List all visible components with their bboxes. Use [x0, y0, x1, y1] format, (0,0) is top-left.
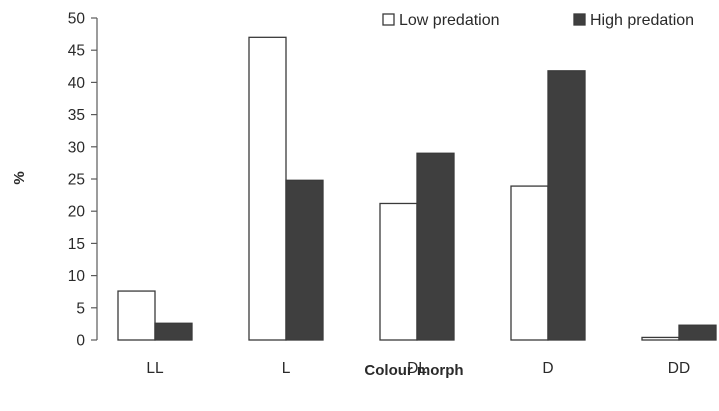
bar-low-predation-d	[510, 185, 549, 341]
legend-swatch-high-predation	[573, 13, 586, 26]
bar-low-predation-dl	[379, 202, 418, 341]
y-tick-label: 15	[68, 236, 85, 253]
y-tick-label: 10	[68, 268, 86, 285]
legend: Low predation High predation	[382, 12, 694, 29]
x-tick-label: DD	[668, 360, 690, 377]
y-tick-label: 25	[68, 172, 85, 189]
x-tick-label: L	[282, 360, 291, 377]
legend-label-high-predation: High predation	[590, 12, 694, 29]
y-tick-label: 0	[76, 333, 85, 350]
y-ticks-group: 0 5 10 15 20 25 30 35 40 45 50	[68, 11, 97, 350]
y-tick-label: 50	[68, 11, 86, 28]
bar-high-predation-ll	[154, 322, 193, 341]
x-tick-label: LL	[146, 360, 164, 377]
y-tick-label: 35	[68, 107, 85, 124]
x-ticks-group: LL L DL D DD	[146, 360, 690, 377]
bar-high-predation-l	[285, 179, 324, 341]
bar-high-predation-dd	[678, 324, 717, 341]
bar-low-predation-dd	[641, 336, 680, 341]
bars-group	[117, 36, 717, 341]
y-tick-label: 30	[68, 139, 86, 156]
y-tick-label: 5	[76, 300, 85, 317]
bar-high-predation-d	[547, 70, 586, 341]
y-tick-label: 20	[68, 204, 86, 221]
y-tick-label: 45	[68, 43, 85, 60]
legend-label-low-predation: Low predation	[399, 12, 500, 29]
y-tick-label: 40	[68, 75, 86, 92]
legend-swatch-low-predation	[382, 13, 395, 26]
x-axis-label: Colour morph	[364, 362, 463, 379]
y-axis-label: %	[11, 171, 28, 184]
bar-high-predation-dl	[416, 152, 455, 341]
x-tick-label: DL	[407, 360, 427, 377]
bar-low-predation-l	[248, 36, 287, 341]
x-tick-label: D	[542, 360, 553, 377]
bar-low-predation-ll	[117, 290, 156, 341]
